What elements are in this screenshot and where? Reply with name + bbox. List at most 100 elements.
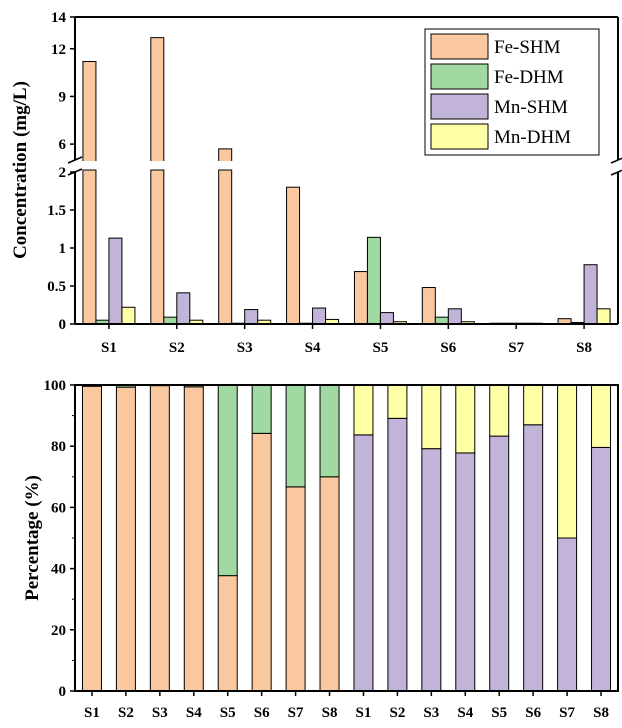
bar-Fe-SHM-S6 bbox=[421, 287, 436, 325]
x-tick-label: S5 bbox=[220, 705, 236, 721]
percentage-bars bbox=[81, 384, 612, 692]
x-tick-label: S1 bbox=[101, 340, 117, 356]
concentration-axes: 0 0.5 1 1.5 2 6 9 12 14 S1 S2 S3 S4 S5 S6 S7 S8 bbox=[47, 10, 622, 356]
bar-Fe-SHM-S3-upper bbox=[218, 148, 233, 164]
bar-Fe-DHM-S2 bbox=[163, 316, 178, 325]
y-tick-label: 100 bbox=[44, 378, 67, 394]
stacked-bar-Mn-DHM-S4 bbox=[455, 384, 476, 454]
legend: Fe-SHM Fe-DHM Mn-SHM Mn-DHM bbox=[424, 28, 600, 156]
legend-label-Mn-SHM: Mn-SHM bbox=[494, 97, 568, 118]
bar-Mn-SHM-S2 bbox=[176, 292, 191, 325]
bar-Fe-DHM-S6 bbox=[434, 316, 449, 325]
axis-break-mark bbox=[610, 169, 622, 176]
bar-Fe-SHM-S2-lower bbox=[150, 169, 165, 325]
percentage-y-axis-title: Percentage (%) bbox=[22, 475, 43, 601]
concentration-panel: 0 0.5 1 1.5 2 6 9 12 14 S1 S2 S3 S4 S5 S6 S7 S8 Concentr… bbox=[10, 10, 622, 356]
y-tick-label: 1.5 bbox=[47, 203, 66, 219]
x-tick-label: S3 bbox=[423, 705, 439, 721]
x-tick-label: S3 bbox=[237, 340, 253, 356]
bar-Mn-SHM-S3 bbox=[244, 309, 259, 325]
bar-Fe-SHM-S5 bbox=[353, 271, 368, 325]
bar-Mn-DHM-S8 bbox=[596, 308, 611, 325]
y-tick-label: 60 bbox=[51, 500, 66, 516]
y-tick-label: 0.5 bbox=[47, 279, 66, 295]
x-tick-label: S7 bbox=[508, 340, 524, 356]
y-tick-label: 6 bbox=[59, 137, 67, 153]
stacked-bar-Mn-SHM-S5 bbox=[489, 435, 510, 692]
y-tick-label: 40 bbox=[51, 562, 66, 578]
stacked-bar-Fe-SHM-S4 bbox=[183, 386, 204, 692]
x-tick-label: S8 bbox=[322, 705, 338, 721]
y-tick-label: 0 bbox=[59, 317, 67, 333]
stacked-bar-Fe-SHM-S3 bbox=[149, 385, 170, 692]
x-tick-label: S1 bbox=[84, 705, 100, 721]
y-tick-label: 2 bbox=[59, 165, 67, 181]
axis-break-gap bbox=[40, 161, 622, 168]
stacked-bar-Mn-SHM-S8 bbox=[591, 446, 612, 692]
stacked-bar-Mn-DHM-S6 bbox=[523, 384, 544, 426]
bar-Mn-SHM-S8 bbox=[583, 264, 598, 325]
y-tick-label: 1 bbox=[59, 241, 67, 257]
y-tick-label: 9 bbox=[59, 89, 67, 105]
x-tick-label: S2 bbox=[169, 340, 185, 356]
x-tick-label: S7 bbox=[559, 705, 575, 721]
bar-Mn-SHM-S4 bbox=[312, 307, 327, 325]
stacked-bar-Fe-SHM-S5 bbox=[217, 575, 238, 692]
percentage-panel: 0 20 40 60 80 100 S1 S2 S3 S4 S5 S6 S7 S8 S1 S2 S3 S4 S5 S6… bbox=[22, 378, 619, 721]
stacked-bar-Mn-DHM-S3 bbox=[421, 384, 442, 450]
stacked-bar-Fe-DHM-S7 bbox=[285, 384, 306, 488]
stacked-bar-Mn-SHM-S7 bbox=[557, 537, 578, 692]
bar-Fe-SHM-S3-lower bbox=[218, 169, 233, 325]
legend-label-Mn-DHM: Mn-DHM bbox=[494, 127, 571, 148]
bar-Fe-DHM-S5 bbox=[366, 236, 381, 325]
stacked-bar-Fe-SHM-S6 bbox=[251, 432, 272, 692]
stacked-bar-Mn-SHM-S6 bbox=[523, 424, 544, 692]
y-tick-label: 80 bbox=[51, 439, 66, 455]
stacked-bar-Fe-SHM-S8 bbox=[319, 476, 340, 692]
x-tick-label: S5 bbox=[373, 340, 389, 356]
stacked-bar-Fe-DHM-S6 bbox=[251, 384, 272, 434]
x-tick-label: S5 bbox=[491, 705, 507, 721]
stacked-bar-Fe-DHM-S8 bbox=[319, 384, 340, 478]
bar-Mn-SHM-S1 bbox=[108, 237, 123, 325]
x-tick-label: S8 bbox=[576, 340, 592, 356]
axis-break-mark bbox=[67, 156, 83, 164]
y-tick-label: 20 bbox=[51, 623, 66, 639]
percentage-axes: 0 20 40 60 80 100 S1 S2 S3 S4 S5 S6 S7 S8 S1 S2 S3 S4 S5 S6… bbox=[44, 378, 619, 721]
x-tick-label: S6 bbox=[440, 340, 456, 356]
stacked-bar-Mn-SHM-S1 bbox=[353, 434, 374, 692]
x-tick-label: S1 bbox=[356, 705, 372, 721]
bar-Fe-SHM-S1-lower bbox=[82, 169, 97, 325]
x-tick-label: S4 bbox=[457, 705, 473, 721]
stacked-bar-Fe-SHM-S7 bbox=[285, 486, 306, 692]
stacked-bar-Mn-SHM-S4 bbox=[455, 452, 476, 692]
bar-Mn-SHM-S6 bbox=[447, 308, 462, 325]
stacked-bar-Mn-DHM-S1 bbox=[353, 384, 374, 436]
bar-Mn-DHM-S1 bbox=[121, 306, 136, 325]
stacked-bar-Fe-SHM-S1 bbox=[81, 385, 102, 692]
bar-Mn-SHM-S5 bbox=[379, 312, 394, 325]
legend-swatch-Fe-SHM bbox=[430, 33, 489, 60]
concentration-y-axis-title: Concentration (mg/L) bbox=[10, 81, 31, 259]
concentration-bars bbox=[82, 37, 611, 325]
stacked-bar-Mn-DHM-S5 bbox=[489, 384, 510, 437]
stacked-bar-Fe-SHM-S2 bbox=[115, 386, 136, 692]
legend-label-Fe-DHM: Fe-DHM bbox=[494, 67, 564, 88]
x-tick-label: S4 bbox=[186, 705, 202, 721]
legend-swatch-Mn-SHM bbox=[430, 93, 489, 120]
x-tick-label: S6 bbox=[525, 705, 541, 721]
stacked-bar-Mn-SHM-S3 bbox=[421, 448, 442, 692]
stacked-bar-Mn-DHM-S2 bbox=[387, 384, 408, 419]
y-tick-label: 12 bbox=[51, 42, 66, 58]
stacked-bar-Mn-DHM-S8 bbox=[591, 384, 612, 448]
x-tick-label: S2 bbox=[389, 705, 405, 721]
bar-Fe-SHM-S2-upper bbox=[150, 37, 165, 164]
bar-Fe-SHM-S4 bbox=[286, 186, 301, 325]
x-tick-label: S7 bbox=[288, 705, 304, 721]
x-tick-label: S2 bbox=[118, 705, 134, 721]
stacked-bar-Mn-DHM-S7 bbox=[557, 384, 578, 539]
x-tick-label: S4 bbox=[305, 340, 321, 356]
x-tick-label: S3 bbox=[152, 705, 168, 721]
bar-Fe-SHM-S1-upper bbox=[82, 60, 97, 164]
